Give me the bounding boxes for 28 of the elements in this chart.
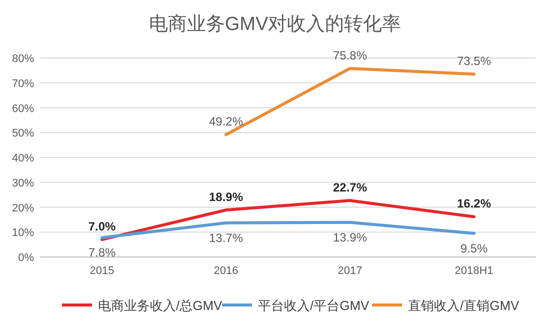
legend-label: 直销收入/直销GMV bbox=[408, 298, 520, 313]
y-tick-label: 80% bbox=[12, 53, 34, 65]
y-tick-label: 30% bbox=[12, 177, 34, 190]
x-tick-label: 2016 bbox=[214, 265, 238, 277]
y-tick-label: 20% bbox=[12, 202, 34, 214]
data-label: 7.0% bbox=[88, 220, 116, 234]
data-label: 13.9% bbox=[332, 230, 368, 244]
y-tick-label: 60% bbox=[12, 102, 34, 115]
chart-title: 电商业务GMV对收入的转化率 bbox=[148, 13, 402, 35]
y-tick-label: 10% bbox=[12, 227, 34, 240]
data-label: 16.2% bbox=[456, 196, 492, 211]
data-label: 13.7% bbox=[208, 230, 244, 245]
y-tick-label: 40% bbox=[12, 152, 34, 164]
x-tick-label: 2017 bbox=[338, 265, 362, 277]
data-label: 9.5% bbox=[460, 241, 488, 256]
y-tick-label: 70% bbox=[12, 78, 34, 90]
data-label: 7.8% bbox=[88, 246, 116, 260]
data-label: 73.5% bbox=[456, 54, 492, 68]
y-tick-label: 0% bbox=[18, 252, 34, 264]
legend-label: 电商业务收入/总GMV bbox=[98, 298, 223, 313]
legend-label: 平台收入/平台GMV bbox=[258, 298, 370, 313]
y-tick-label: 50% bbox=[12, 128, 34, 140]
data-label: 18.9% bbox=[208, 190, 244, 204]
data-label: 75.8% bbox=[332, 48, 368, 62]
data-label: 22.7% bbox=[332, 180, 368, 195]
data-label: 49.2% bbox=[208, 114, 244, 129]
x-tick-label: 2015 bbox=[90, 265, 114, 277]
x-tick-label: 2018H1 bbox=[454, 265, 494, 277]
